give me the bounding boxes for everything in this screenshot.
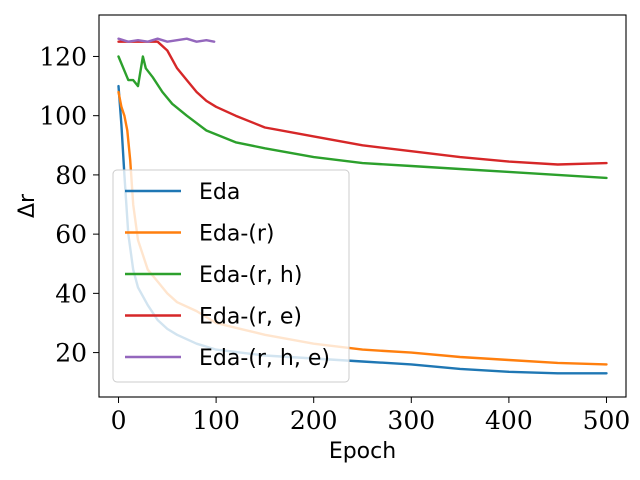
legend: Eda Eda-(r) Eda-(r, h) Eda-(r, e) Eda-(r, h,…: [112, 169, 350, 383]
series-line-4: [117, 40, 608, 166]
x-axis: 0 100 200 300 400 500: [111, 397, 631, 435]
legend-label: Eda-(r, h, e): [199, 346, 330, 371]
y-tick-label: 80: [55, 161, 87, 190]
y-tick-label: 40: [55, 279, 87, 308]
y-tick-label: 20: [55, 339, 87, 368]
legend-label: Eda-(r, h): [199, 263, 302, 288]
legend-label: Eda-(r): [199, 222, 275, 247]
legend-label: Eda-(r, e): [199, 305, 302, 330]
y-tick-label: 60: [55, 220, 87, 249]
x-tick-label: 500: [583, 406, 631, 435]
y-tick-label: 100: [39, 102, 87, 131]
series-line-5: [117, 37, 216, 43]
legend-box: [112, 169, 350, 383]
y-axis-title: Δr: [15, 193, 40, 218]
x-axis-title: Epoch: [329, 439, 396, 464]
y-tick-label: 120: [39, 42, 87, 71]
x-tick-label: 200: [290, 406, 338, 435]
x-tick-label: 100: [192, 406, 240, 435]
legend-label: Eda: [199, 180, 240, 205]
x-tick-label: 400: [485, 406, 533, 435]
x-tick-label: 300: [387, 406, 435, 435]
y-axis: 20 40 60 80 100 120: [39, 42, 99, 368]
plot-frame: [98, 14, 627, 398]
series-line-3: [117, 55, 608, 180]
x-tick-label: 0: [111, 406, 127, 435]
